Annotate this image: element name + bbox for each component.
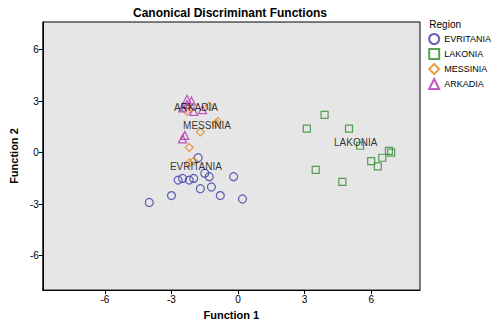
svg-text:-6: -6 — [100, 294, 109, 305]
svg-text:LAKONIA: LAKONIA — [334, 137, 378, 148]
svg-text:-6: -6 — [30, 250, 39, 261]
svg-text:0: 0 — [33, 147, 39, 158]
svg-text:ARKADIA: ARKADIA — [174, 102, 218, 113]
svg-text:MESSINIA: MESSINIA — [444, 64, 487, 74]
svg-text:0: 0 — [235, 294, 241, 305]
svg-text:EVRITANIA: EVRITANIA — [444, 34, 491, 44]
svg-text:MESSINIA: MESSINIA — [183, 120, 231, 131]
svg-text:6: 6 — [368, 294, 374, 305]
svg-text:ARKADIA: ARKADIA — [444, 79, 484, 89]
svg-text:6: 6 — [33, 44, 39, 55]
svg-text:Function 1: Function 1 — [204, 309, 260, 321]
svg-text:Function 2: Function 2 — [8, 128, 20, 184]
svg-text:Region: Region — [429, 19, 461, 30]
svg-text:Canonical Discriminant Functio: Canonical Discriminant Functions — [133, 6, 327, 20]
svg-text:3: 3 — [302, 294, 308, 305]
svg-text:-3: -3 — [167, 294, 176, 305]
svg-text:LAKONIA: LAKONIA — [444, 49, 483, 59]
svg-text:EVRITANIA: EVRITANIA — [170, 161, 222, 172]
svg-text:3: 3 — [33, 96, 39, 107]
svg-text:-3: -3 — [30, 199, 39, 210]
